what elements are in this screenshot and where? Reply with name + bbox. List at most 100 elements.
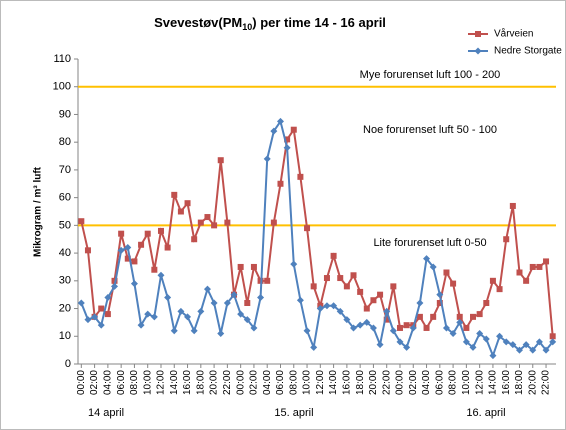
data-point xyxy=(297,173,304,180)
data-point xyxy=(383,307,391,315)
data-point xyxy=(203,285,211,293)
data-point xyxy=(476,330,484,337)
data-point xyxy=(549,338,557,346)
y-axis-label: Mikrogram / m³ luft xyxy=(33,166,44,257)
x-tick-label: 06:00 xyxy=(434,370,445,395)
data-point xyxy=(536,263,543,270)
data-point xyxy=(377,291,384,298)
data-point xyxy=(369,324,377,332)
data-point xyxy=(489,277,496,284)
x-tick-label: 08:00 xyxy=(129,370,140,395)
data-point xyxy=(164,293,172,301)
data-point xyxy=(171,191,178,198)
x-tick-label: 04:00 xyxy=(103,370,114,395)
day-label: 15. april xyxy=(274,407,313,419)
data-point xyxy=(284,136,291,143)
data-point xyxy=(210,299,218,307)
data-point xyxy=(197,219,204,226)
data-point xyxy=(476,311,483,318)
data-point xyxy=(356,321,364,329)
data-point xyxy=(124,244,132,252)
data-point xyxy=(211,222,218,229)
x-tick-label: 08:00 xyxy=(288,370,299,395)
data-point xyxy=(443,269,450,276)
x-tick-label: 20:00 xyxy=(527,370,538,395)
x-tick-label: 16:00 xyxy=(342,370,353,395)
y-tick-label: 60 xyxy=(59,192,71,204)
data-point xyxy=(131,258,138,265)
data-point xyxy=(350,324,358,332)
data-point xyxy=(304,225,311,232)
y-tick-label: 100 xyxy=(53,81,71,93)
chart-title: Svevestøv(PM10) per time 14 - 16 april xyxy=(154,15,386,32)
data-point xyxy=(396,338,404,346)
x-tick-label: 20:00 xyxy=(209,370,220,395)
data-point xyxy=(197,307,205,315)
data-point xyxy=(456,318,464,326)
data-point xyxy=(343,283,350,290)
x-tick-label: 04:00 xyxy=(421,370,432,395)
data-point xyxy=(277,180,284,187)
data-point xyxy=(130,280,138,288)
x-tick-label: 10:00 xyxy=(461,370,472,395)
data-point xyxy=(542,346,550,354)
data-point xyxy=(78,218,85,225)
x-tick-label: 00:00 xyxy=(76,370,87,395)
data-point xyxy=(111,282,119,290)
x-tick-label: 10:00 xyxy=(142,370,153,395)
data-point xyxy=(237,263,244,270)
data-point xyxy=(416,299,424,307)
annotation: Mye forurenset luft 100 - 200 xyxy=(360,69,501,81)
data-point xyxy=(310,283,317,290)
legend-marker xyxy=(474,47,482,55)
data-point xyxy=(237,310,245,318)
data-point xyxy=(264,277,271,284)
x-tick-label: 06:00 xyxy=(275,370,286,395)
data-point xyxy=(357,288,364,295)
title-part: Svevestøv(PM xyxy=(154,15,242,30)
data-point xyxy=(170,327,178,335)
data-point xyxy=(403,322,410,329)
data-point xyxy=(290,126,297,133)
data-point xyxy=(316,305,324,313)
data-point xyxy=(390,283,397,290)
data-point xyxy=(190,327,198,335)
data-point xyxy=(509,341,517,349)
data-point xyxy=(97,321,105,329)
data-point xyxy=(204,214,211,221)
data-point xyxy=(389,327,397,335)
x-tick-label: 14:00 xyxy=(169,370,180,395)
data-point xyxy=(257,293,265,301)
data-point xyxy=(91,313,99,321)
x-tick-label: 02:00 xyxy=(408,370,419,395)
x-tick-label: 18:00 xyxy=(514,370,525,395)
x-tick-label: 22:00 xyxy=(541,370,552,395)
x-tick-label: 22:00 xyxy=(222,370,233,395)
title-subscript: 10 xyxy=(242,22,252,32)
x-tick-label: 12:00 xyxy=(156,370,167,395)
data-point xyxy=(423,324,430,331)
data-point xyxy=(296,296,304,304)
y-tick-label: 50 xyxy=(59,219,71,231)
data-point xyxy=(104,293,112,301)
data-point xyxy=(98,305,105,312)
title-part: ) per time 14 - 16 april xyxy=(252,15,386,30)
data-point xyxy=(523,277,530,284)
x-tick-label: 00:00 xyxy=(395,370,406,395)
data-point xyxy=(150,313,158,321)
x-tick-label: 18:00 xyxy=(195,370,206,395)
data-point xyxy=(223,299,231,307)
data-point xyxy=(184,313,192,321)
data-point xyxy=(350,272,357,279)
data-point xyxy=(137,321,145,329)
x-tick-label: 18:00 xyxy=(355,370,366,395)
data-point xyxy=(290,260,298,268)
data-point xyxy=(177,208,184,215)
data-point xyxy=(489,352,497,360)
data-point xyxy=(396,324,403,331)
data-point xyxy=(416,313,423,320)
data-point xyxy=(323,275,330,282)
